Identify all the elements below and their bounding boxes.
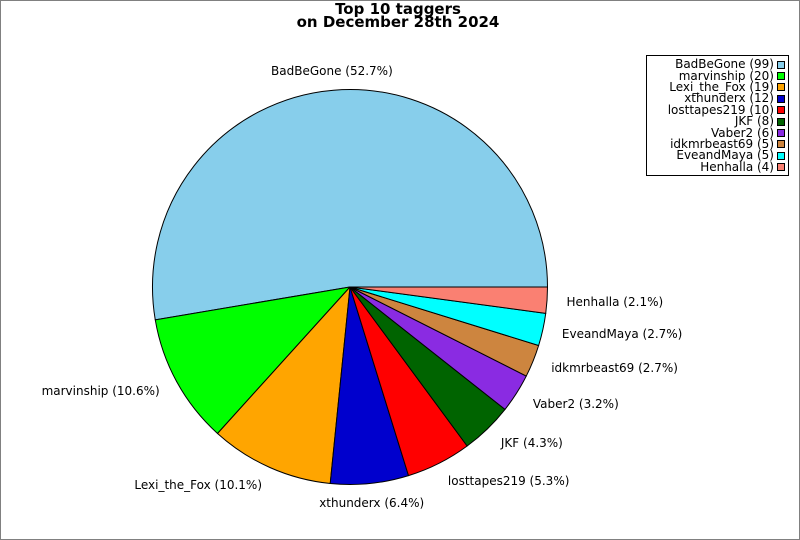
- legend-color-swatch: [777, 151, 785, 160]
- legend-row-xthunderx: xthunderx (12): [647, 91, 788, 106]
- legend-color-swatch: [777, 129, 785, 138]
- legend-color-swatch: [777, 83, 785, 92]
- slice-label-idkmrbeast69: idkmrbeast69 (2.7%): [551, 361, 678, 376]
- slice-label-losttapes219: losttapes219 (5.3%): [447, 473, 570, 488]
- chart-title: Top 10 taggers on December 28th 2024: [296, 0, 500, 31]
- legend-label: losttapes219 (10): [667, 102, 774, 117]
- legend-color-swatch: [777, 163, 785, 172]
- legend-row-eveandmaya: EveandMaya (5): [647, 148, 788, 163]
- legend-color-swatch: [777, 117, 785, 126]
- legend: BadBeGone (99) marvinship (20) Lexi_the_Fo…: [646, 55, 789, 176]
- pie-slice-badbegone: [152, 89, 548, 321]
- slice-label-marvinship: marvinship (10.6%): [41, 384, 160, 399]
- legend-row-henhalla: Henhalla (4): [647, 159, 788, 174]
- legend-row-badbegone: BadBeGone (99): [647, 57, 788, 72]
- pie-slice-marvinship: [154, 286, 351, 434]
- chart-title-line2: on December 28th 2024: [296, 13, 500, 31]
- legend-label: Henhalla (4): [700, 159, 774, 174]
- legend-row-vaber2: Vaber2 (6): [647, 125, 788, 140]
- slice-label-badbegone: BadBeGone (52.7%): [271, 63, 393, 78]
- legend-label: Vaber2 (6): [710, 125, 774, 140]
- legend-label: JKF (8): [734, 114, 774, 129]
- chart-title-line1: Top 10 taggers: [335, 0, 461, 18]
- legend-color-swatch: [777, 140, 785, 149]
- legend-label: xthunderx (12): [684, 91, 774, 106]
- slice-label-lexi_the_fox: Lexi_the_Fox (10.1%): [134, 478, 262, 493]
- legend-color-swatch: [777, 72, 785, 81]
- slice-label-jkf: JKF (4.3%): [500, 436, 563, 450]
- legend-color-swatch: [777, 94, 785, 103]
- legend-label: Lexi_the_Fox (19): [669, 79, 774, 94]
- legend-row-lexi_the_fox: Lexi_the_Fox (19): [647, 79, 788, 94]
- pie-slice-lexi_the_fox: [217, 286, 351, 485]
- legend-label: BadBeGone (99): [675, 57, 774, 72]
- slice-label-henhalla: Henhalla (2.1%): [566, 294, 664, 309]
- legend-row-losttapes219: losttapes219 (10): [647, 102, 788, 117]
- legend-color-swatch: [777, 60, 785, 69]
- legend-row-idkmrbeast69: idkmrbeast69 (5): [647, 136, 788, 151]
- legend-color-swatch: [777, 106, 785, 115]
- slice-label-xthunderx: xthunderx (6.4%): [319, 495, 425, 510]
- legend-row-jkf: JKF (8): [647, 114, 788, 129]
- legend-label: marvinship (20): [678, 68, 774, 83]
- legend-label: EveandMaya (5): [676, 148, 774, 163]
- legend-row-marvinship: marvinship (20): [647, 68, 788, 83]
- legend-rows: BadBeGone (99) marvinship (20) Lexi_the_Fo…: [647, 57, 788, 174]
- slice-label-vaber2: Vaber2 (3.2%): [532, 396, 619, 411]
- slice-label-eveandmaya: EveandMaya (2.7%): [561, 326, 683, 341]
- legend-label: idkmrbeast69 (5): [670, 136, 774, 151]
- pie-slice-henhalla: [349, 286, 548, 314]
